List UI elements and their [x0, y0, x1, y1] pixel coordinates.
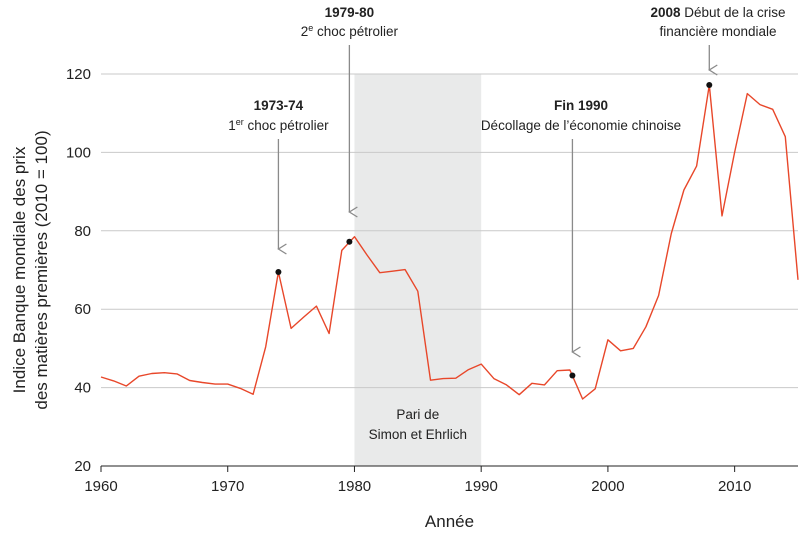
series-line-commodity-index: [100, 84, 799, 400]
annotation-choc1-marker: [275, 268, 282, 275]
x-axis-ticks: 1960 1970 1980 1990 2000 2010: [84, 466, 751, 495]
annotation-choc1-text: 1er choc pétrolier: [228, 117, 329, 133]
annotation-crise-marker: [706, 81, 713, 88]
y-axis-title-line-1: Indice Banque mondiale des prix: [10, 146, 29, 393]
x-tick-label-1990: 1990: [464, 478, 497, 495]
annotation-crise-line-1: 2008 Début de la crise: [650, 5, 785, 20]
x-axis-title: Année: [425, 512, 474, 531]
annotation-choc1-year: 1973-74: [254, 98, 304, 113]
y-tick-label-60: 60: [74, 301, 91, 318]
y-tick-label-20: 20: [74, 458, 91, 475]
annotation-chine-marker: [569, 372, 576, 379]
x-tick-label-2000: 2000: [591, 478, 624, 495]
shaded-region-label-line-2: Simon et Ehrlich: [369, 427, 467, 442]
y-tick-label-120: 120: [66, 66, 91, 83]
y-axis-ticks: 20 40 60 80 100 120: [66, 66, 91, 475]
annotation-choc-petrolier-2: 1979-80 2e choc pétrolier: [301, 5, 399, 245]
y-tick-label-40: 40: [74, 380, 91, 397]
x-tick-label-1960: 1960: [84, 478, 117, 495]
annotation-chine-year: Fin 1990: [554, 98, 608, 113]
annotation-choc2-marker: [346, 238, 353, 245]
annotation-choc2-text: 2e choc pétrolier: [301, 23, 399, 39]
annotation-chine-text: Décollage de l’économie chinoise: [481, 118, 681, 133]
y-axis-title-line-2: des matières premières (2010 = 100): [32, 130, 51, 409]
y-tick-label-100: 100: [66, 144, 91, 161]
annotation-chine: Fin 1990 Décollage de l’économie chinois…: [481, 98, 681, 379]
y-axis-title: Indice Banque mondiale des prix des mati…: [10, 130, 51, 409]
shaded-region-label-line-1: Pari de: [396, 407, 439, 422]
annotation-crise-2008: 2008 Début de la crise financière mondia…: [650, 5, 786, 88]
annotation-crise-line-2: financière mondiale: [659, 24, 776, 39]
x-tick-label-2010: 2010: [718, 478, 751, 495]
x-tick-label-1970: 1970: [211, 478, 244, 495]
gridlines: [101, 73, 798, 389]
annotation-choc-petrolier-1: 1973-74 1er choc pétrolier: [228, 98, 329, 275]
annotations: 1973-74 1er choc pétrolier 1979-80 2e ch…: [228, 5, 786, 379]
y-tick-label-80: 80: [74, 223, 91, 240]
annotation-choc2-year: 1979-80: [325, 5, 375, 20]
simon-ehrlich-bet-region: [354, 74, 482, 466]
x-tick-label-1980: 1980: [338, 478, 371, 495]
